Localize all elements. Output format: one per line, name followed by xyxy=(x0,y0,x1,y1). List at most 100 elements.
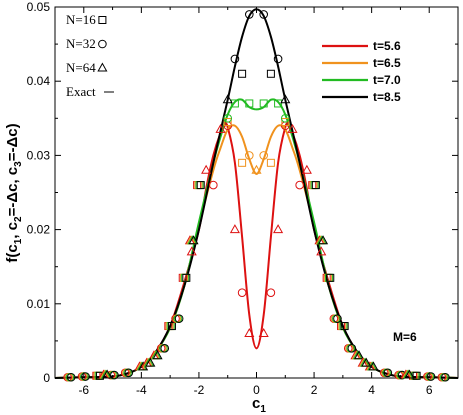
data-point-square xyxy=(182,273,191,282)
data-point-circle xyxy=(66,372,76,382)
data-point-triangle xyxy=(222,94,233,104)
y-tick-label: 0.01 xyxy=(27,297,51,311)
data-point-square xyxy=(196,181,205,190)
data-point-square xyxy=(238,158,247,167)
symbol-legend-label: Exact xyxy=(66,84,96,99)
y-tick-label: 0 xyxy=(43,371,50,385)
x-axis-label-sub: 1 xyxy=(260,404,266,415)
data-point-triangle xyxy=(316,246,327,256)
data-point-square xyxy=(266,158,275,167)
data-point-triangle xyxy=(145,357,156,367)
y-axis-label-part: , c xyxy=(4,222,21,239)
data-point-triangle xyxy=(361,357,372,367)
data-point-circle xyxy=(333,314,342,323)
data-point-triangle xyxy=(215,123,226,133)
data-markers xyxy=(63,10,450,382)
x-tick-label: 4 xyxy=(368,383,375,397)
x-tick-label: -2 xyxy=(194,383,205,397)
data-point-triangle xyxy=(287,123,298,133)
data-point-triangle xyxy=(188,235,199,245)
data-point-triangle xyxy=(186,246,197,256)
data-point-circle xyxy=(237,288,247,297)
data-point-triangle xyxy=(301,164,312,174)
symbol-legend-marker-square xyxy=(98,16,107,24)
legend-label: t=8.5 xyxy=(373,90,401,104)
symbol-legend-label: N=16 xyxy=(66,12,96,27)
y-tick-label: 0.03 xyxy=(27,148,51,162)
data-point-triangle xyxy=(102,369,113,379)
data-point-circle xyxy=(426,372,436,381)
data-point-triangle xyxy=(318,235,329,245)
x-tick-label: -6 xyxy=(78,383,89,397)
legend-label: t=5.6 xyxy=(373,39,401,53)
y-axis-label-part: =-Δc) xyxy=(4,123,21,161)
data-point-square xyxy=(274,99,283,108)
data-point-triangle xyxy=(353,350,365,360)
symbol-legend: N=16 N=32 N=64 Exact xyxy=(66,12,114,99)
symbol-legend-marker-circle xyxy=(98,39,107,49)
data-point-triangle xyxy=(258,327,269,337)
data-point-square xyxy=(167,322,176,331)
y-tick-label: 0.04 xyxy=(27,74,51,88)
data-point-square xyxy=(230,99,239,108)
symbol-legend-label: N=64 xyxy=(66,60,96,75)
data-point-triangle xyxy=(280,94,291,104)
data-point-circle xyxy=(209,180,218,190)
data-point-triangle xyxy=(152,350,163,360)
data-point-triangle xyxy=(244,327,255,337)
data-point-circle xyxy=(441,372,450,382)
x-tick-label: 2 xyxy=(311,383,318,397)
data-point-triangle xyxy=(273,224,284,234)
data-point-circle xyxy=(160,344,170,353)
data-point-circle xyxy=(280,114,290,123)
data-point-circle xyxy=(223,114,233,123)
legend-label: t=7.0 xyxy=(373,73,401,87)
data-point-triangle xyxy=(251,164,262,174)
data-point-circle xyxy=(124,368,134,378)
data-point-triangle xyxy=(404,369,415,379)
data-point-square xyxy=(311,181,320,190)
data-point-square xyxy=(340,322,349,331)
symbol-legend-label: N=32 xyxy=(66,36,96,51)
x-axis-label: c1 xyxy=(252,395,266,415)
x-tick-label: 0 xyxy=(253,383,260,397)
data-point-circle xyxy=(295,180,304,190)
series-legend: t=5.6 t=6.5 t=7.0 t=8.5 xyxy=(322,39,401,104)
data-point-square xyxy=(238,69,247,78)
y-axis-label-part: f(c xyxy=(4,244,21,262)
data-point-circle xyxy=(259,151,268,160)
data-point-circle xyxy=(174,314,184,323)
data-point-square xyxy=(245,99,254,108)
annotation-label: M=6 xyxy=(393,330,417,344)
x-axis-label-main: c xyxy=(252,395,260,412)
data-point-circle xyxy=(230,54,240,64)
data-point-square xyxy=(281,118,290,127)
x-tick-label: 6 xyxy=(426,383,433,397)
data-point-circle xyxy=(245,151,254,160)
data-point-circle xyxy=(110,370,119,380)
symbol-legend-marker-triangle xyxy=(97,62,108,72)
y-axis-label-part: 2 xyxy=(13,216,24,222)
data-point-circle xyxy=(245,10,254,19)
data-point-circle xyxy=(266,288,276,297)
data-point-circle xyxy=(273,54,283,64)
data-point-circle xyxy=(383,368,393,378)
data-point-triangle xyxy=(201,164,212,174)
legend-label: t=6.5 xyxy=(373,56,401,70)
data-point-square xyxy=(223,118,232,127)
data-point-square xyxy=(259,99,268,108)
y-tick-label: 0.05 xyxy=(27,0,51,14)
data-point-square xyxy=(412,371,421,380)
data-point-triangle xyxy=(368,361,379,371)
data-point-circle xyxy=(259,10,268,19)
data-point-circle xyxy=(347,344,357,353)
data-point-circle xyxy=(81,372,90,381)
plot-area: -6 -4 -2 0 2 4 6 0 0.01 0.02 0.03 0.04 0.05 xyxy=(27,0,459,397)
data-point-square xyxy=(266,69,275,78)
y-axis-label-part: =-Δc, c xyxy=(4,167,21,217)
x-tick-label: -4 xyxy=(136,383,147,397)
y-axis-label-part: 3 xyxy=(13,161,24,167)
axis-ticks: -6 -4 -2 0 2 4 6 0 0.01 0.02 0.03 0.04 0.05 xyxy=(27,0,459,397)
y-tick-label: 0.02 xyxy=(27,223,51,237)
